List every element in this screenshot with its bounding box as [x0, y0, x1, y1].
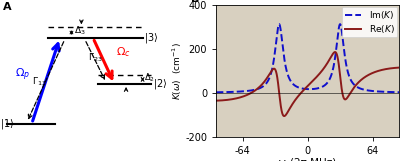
X-axis label: ω (2π MHz): ω (2π MHz) — [278, 157, 337, 161]
Re$(K)$ — [214, 100, 219, 102]
Text: $\Delta_3$: $\Delta_3$ — [74, 25, 86, 37]
Text: B: B — [190, 0, 199, 4]
Line: Im$(K)$: Im$(K)$ — [206, 24, 401, 92]
Text: $|2\rangle$: $|2\rangle$ — [152, 77, 167, 91]
Im$(K)$ — [354, 86, 359, 88]
Re$(K)$ — [354, 83, 359, 85]
Text: $\Gamma_{23}$: $\Gamma_{23}$ — [88, 51, 103, 64]
Text: $\Omega_c$: $\Omega_c$ — [116, 45, 131, 59]
Im$(K)$ — [365, 89, 370, 91]
Im$(K)$ — [204, 91, 209, 93]
Re$(K)$ — [365, 75, 370, 76]
Im$(K)$ — [214, 91, 219, 93]
Text: $\Delta_2$: $\Delta_2$ — [144, 72, 155, 84]
Text: $|3\rangle$: $|3\rangle$ — [144, 31, 159, 45]
Line: Re$(K)$: Re$(K)$ — [206, 52, 401, 116]
Re$(K)$ — [277, 95, 282, 97]
Text: $|1\rangle$: $|1\rangle$ — [0, 117, 15, 131]
Legend: Im$(K)$, Re$(K)$: Im$(K)$, Re$(K)$ — [342, 7, 397, 37]
Im$(K)$ — [324, 83, 328, 85]
Re$(K)$ — [324, 64, 329, 66]
Im$(K)$ — [277, 24, 282, 26]
Im$(K)$ — [333, 57, 338, 59]
Text: $\Gamma_{13}$: $\Gamma_{13}$ — [32, 75, 47, 88]
Text: $\Omega_p$: $\Omega_p$ — [15, 67, 30, 83]
Text: A: A — [3, 2, 12, 12]
Re$(K)$ — [204, 100, 209, 102]
Im$(K)$ — [338, 23, 342, 25]
Re$(K)$ — [282, 115, 287, 117]
Re$(K)$ — [333, 51, 338, 53]
Re$(K)$ — [333, 51, 338, 53]
Y-axis label: $K(\omega)$  (cm$^{-1}$): $K(\omega)$ (cm$^{-1}$) — [170, 42, 184, 100]
